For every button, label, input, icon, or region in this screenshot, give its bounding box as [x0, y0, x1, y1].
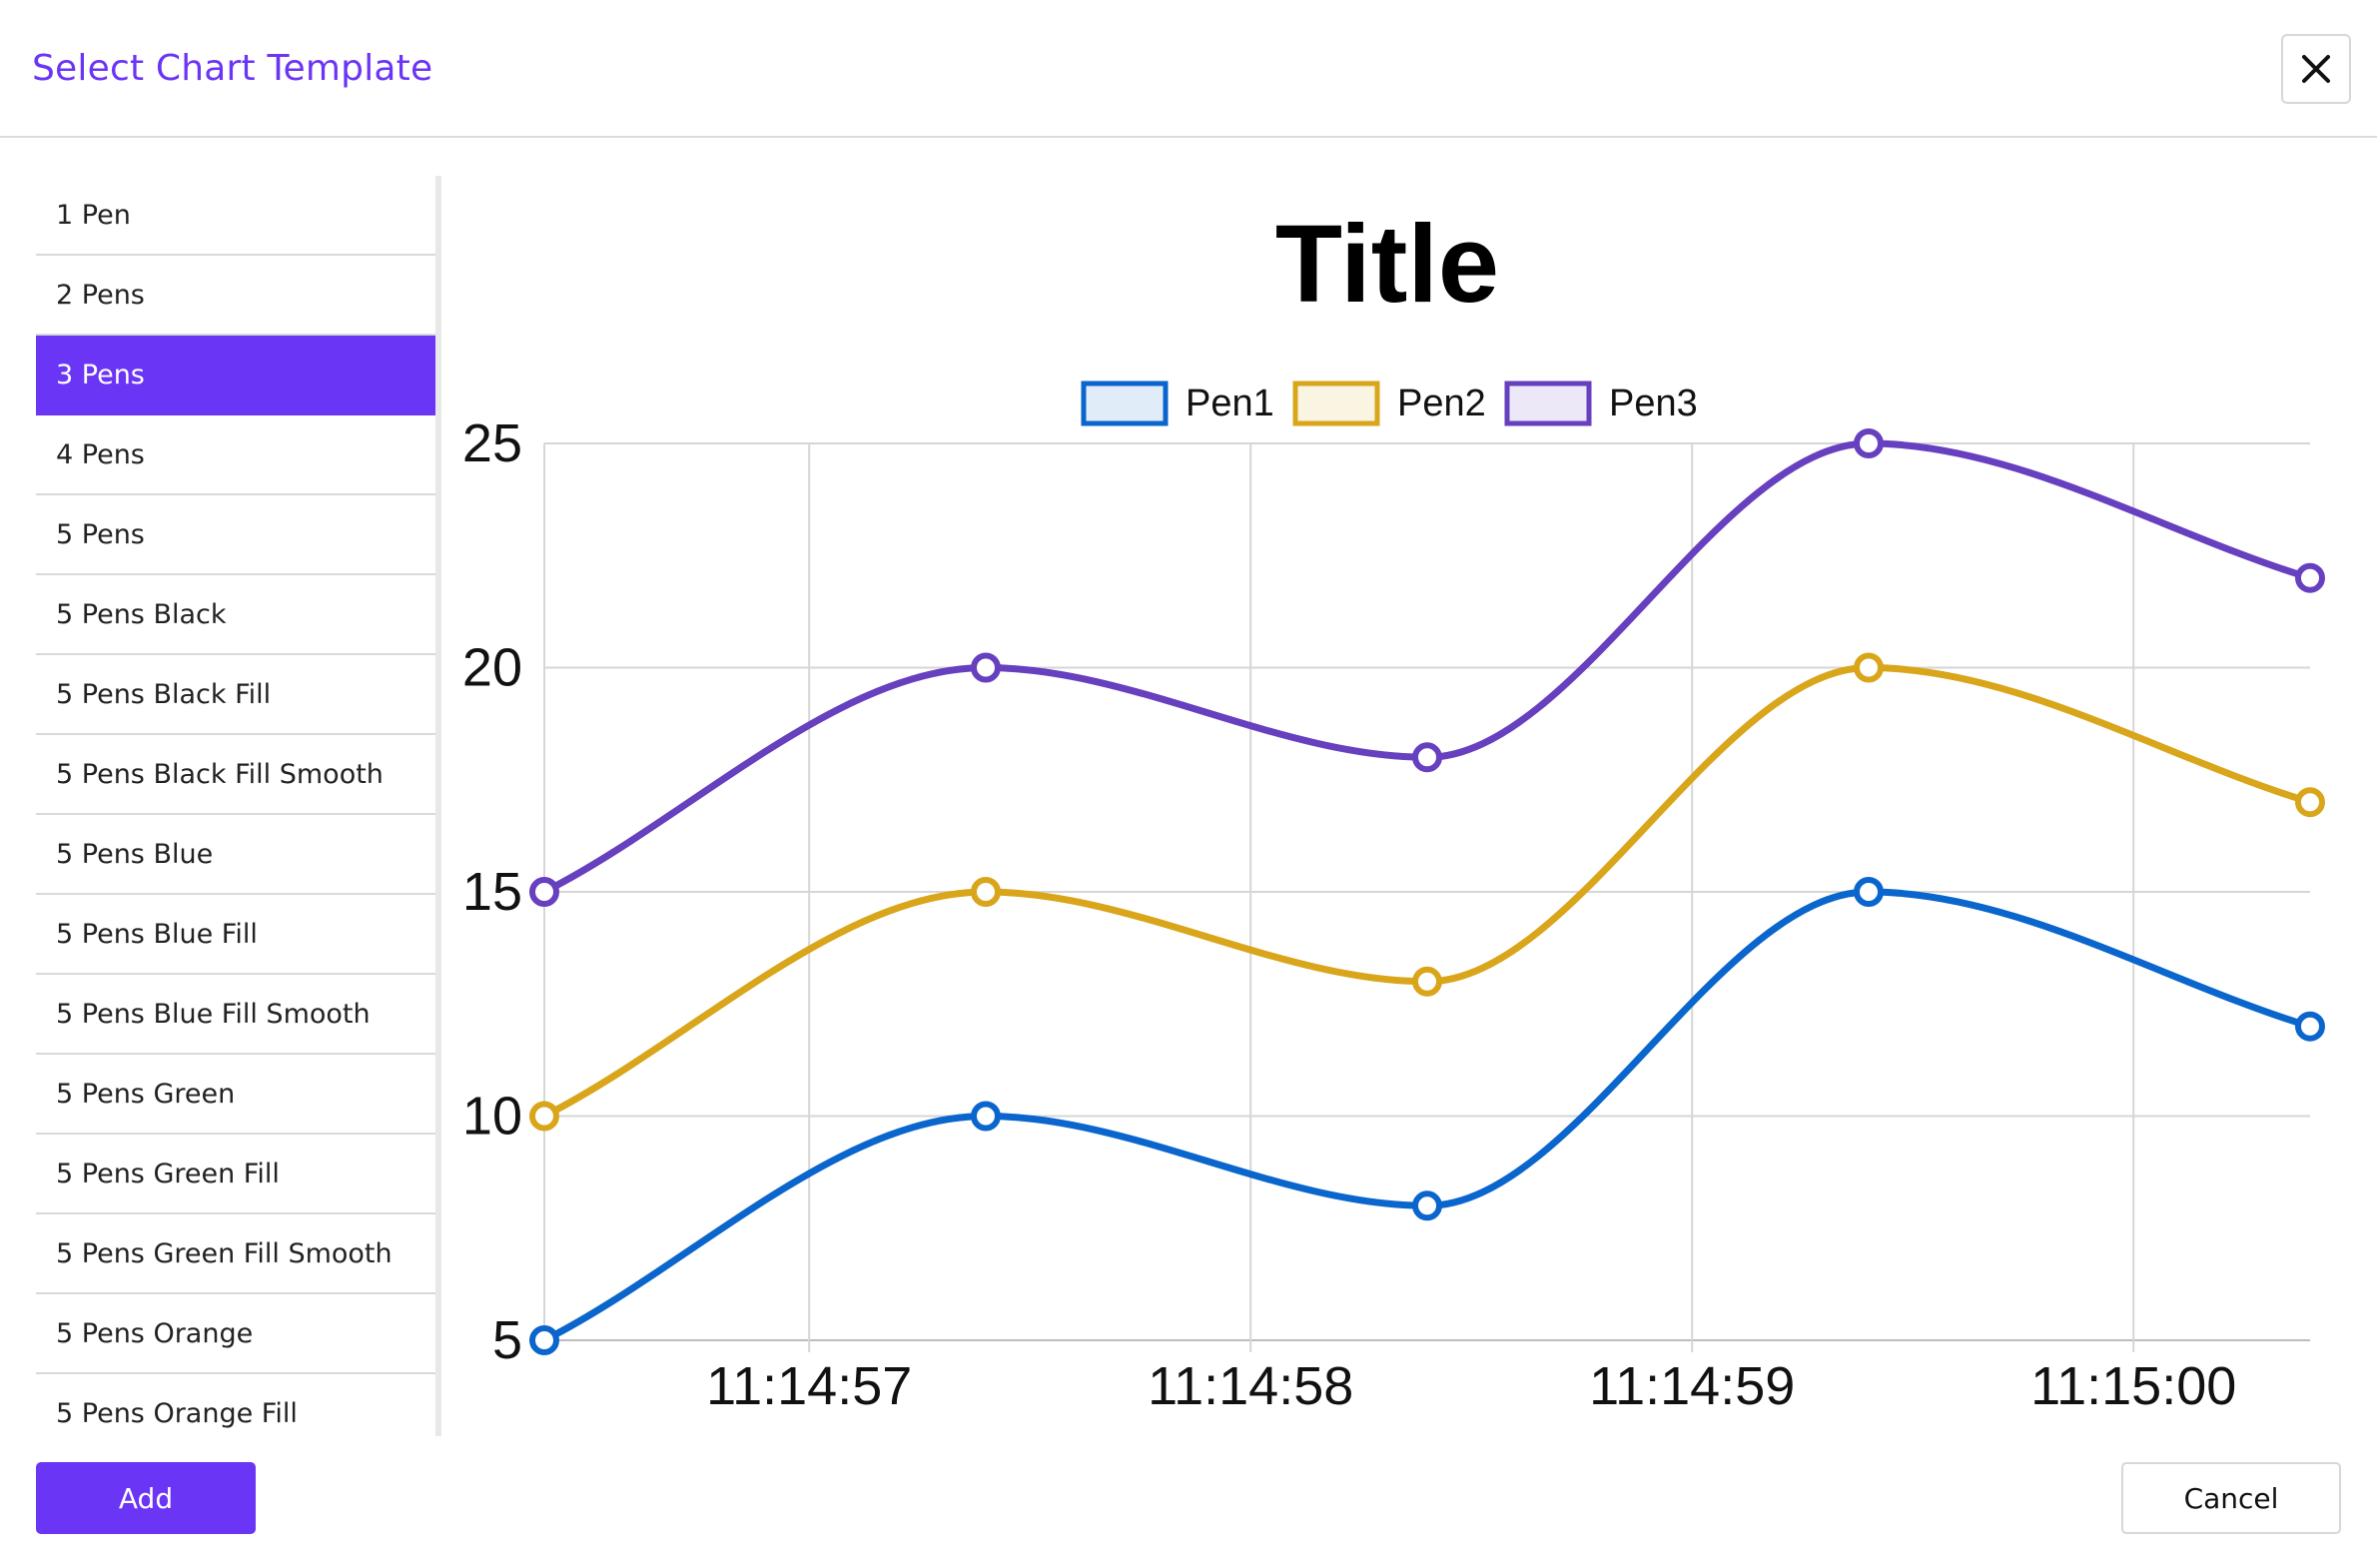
data-point — [1412, 966, 1442, 997]
template-item[interactable]: 2 Pens — [36, 256, 435, 336]
template-item[interactable]: 5 Pens Orange — [36, 1294, 435, 1374]
data-point — [971, 877, 1001, 907]
data-point — [2295, 562, 2325, 593]
template-item[interactable]: 5 Pens Blue Fill Smooth — [36, 975, 435, 1055]
close-icon — [2302, 55, 2330, 83]
chart-preview: Title Pen1 Pen2 Pen3 5 10 15 20 25 11:14:57 11:14:… — [444, 176, 2332, 1436]
y-tick-label: 10 — [462, 1087, 522, 1147]
legend-label: Pen3 — [1609, 383, 1698, 424]
legend-swatch — [1081, 381, 1169, 426]
template-item[interactable]: 5 Pens Orange Fill — [36, 1374, 435, 1436]
data-point — [1412, 742, 1442, 773]
template-item[interactable]: 5 Pens Green Fill — [36, 1135, 435, 1214]
legend-label: Pen1 — [1186, 383, 1274, 424]
template-item[interactable]: 5 Pens Black Fill Smooth — [36, 735, 435, 815]
template-item[interactable]: 3 Pens — [36, 336, 435, 415]
legend-label: Pen2 — [1397, 383, 1486, 424]
template-item[interactable]: 5 Pens Black — [36, 575, 435, 655]
chart-svg: Title Pen1 Pen2 Pen3 5 10 15 20 25 11:14:57 11:14:… — [462, 203, 2325, 1416]
template-item[interactable]: 5 Pens Blue — [36, 815, 435, 895]
cancel-button[interactable]: Cancel — [2121, 1462, 2341, 1534]
template-item[interactable]: 5 Pens — [36, 495, 435, 575]
template-item[interactable]: 5 Pens Green Fill Smooth — [36, 1214, 435, 1294]
y-tick-label: 15 — [462, 862, 522, 922]
data-point — [1854, 877, 1884, 907]
dialog-title: Select Chart Template — [32, 48, 433, 89]
data-point — [1412, 1190, 1442, 1221]
x-tick-label: 11:14:57 — [706, 1356, 912, 1416]
data-point — [1854, 652, 1884, 683]
template-item[interactable]: 5 Pens Blue Fill — [36, 895, 435, 975]
data-point — [2295, 787, 2325, 818]
y-tick-label: 20 — [462, 638, 522, 698]
add-button[interactable]: Add — [36, 1462, 256, 1534]
dialog-header: Select Chart Template — [0, 0, 2377, 138]
template-item[interactable]: 1 Pen — [36, 176, 435, 256]
data-point — [2295, 1011, 2325, 1042]
template-item[interactable]: 4 Pens — [36, 415, 435, 495]
y-tick-label: 5 — [492, 1310, 522, 1370]
data-point — [529, 1325, 559, 1355]
close-button[interactable] — [2281, 34, 2351, 104]
chart-title: Title — [1275, 203, 1499, 326]
data-point — [529, 1101, 559, 1132]
template-list[interactable]: 1 Pen 2 Pens 3 Pens 4 Pens 5 Pens 5 Pens Blac… — [36, 176, 441, 1436]
template-item[interactable]: 5 Pens Green — [36, 1055, 435, 1135]
x-tick-label: 11:14:59 — [1589, 1356, 1795, 1416]
data-point — [529, 877, 559, 907]
data-point — [971, 1101, 1001, 1132]
legend-swatch — [1292, 381, 1380, 426]
data-point — [971, 652, 1001, 683]
template-item[interactable]: 5 Pens Black Fill — [36, 655, 435, 735]
data-point — [1854, 428, 1884, 458]
y-tick-label: 25 — [462, 413, 522, 473]
x-tick-label: 11:15:00 — [2030, 1356, 2236, 1416]
x-tick-label: 11:14:58 — [1148, 1356, 1353, 1416]
legend-swatch — [1504, 381, 1592, 426]
